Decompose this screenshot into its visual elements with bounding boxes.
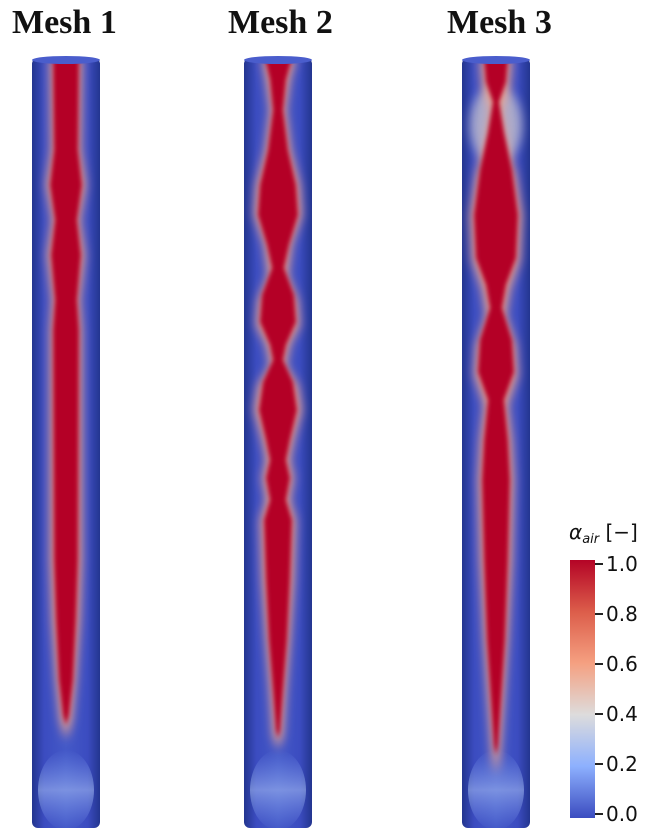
colorbar-label-04: 0.4 [606, 702, 638, 726]
colorbar-label-0: 0.0 [606, 802, 638, 826]
colorbar-title: αair [−] [569, 520, 638, 547]
colorbar-label-06: 0.6 [606, 652, 638, 676]
colorbar-tick-1 [595, 563, 603, 565]
mesh-3-title: Mesh 3 [447, 4, 552, 41]
mesh-2-air-core [258, 58, 298, 738]
colorbar-label-02: 0.2 [606, 752, 638, 776]
mesh-1-air-core [50, 58, 82, 725]
colorbar [570, 560, 595, 818]
colorbar-symbol: α [569, 520, 583, 544]
mesh-2-top-cap [244, 56, 312, 64]
mesh-1-title: Mesh 1 [12, 4, 117, 41]
mesh-3-tube [462, 58, 530, 828]
colorbar-tick-06 [595, 663, 603, 665]
mesh-2-title: Mesh 2 [228, 4, 333, 41]
colorbar-tick-0 [595, 813, 603, 815]
mesh-3-top-cap [462, 56, 530, 64]
mesh-1-top-cap [32, 56, 100, 64]
mesh-2-tube [244, 58, 312, 828]
colorbar-unit: [−] [605, 520, 638, 544]
colorbar-tick-04 [595, 713, 603, 715]
colorbar-label-08: 0.8 [606, 602, 638, 626]
mesh-1-tube [32, 58, 100, 828]
mesh-3-air-core [474, 58, 518, 755]
colorbar-label-1: 1.0 [606, 552, 638, 576]
colorbar-subscript: air [582, 532, 600, 547]
colorbar-tick-08 [595, 613, 603, 615]
colorbar-tick-02 [595, 763, 603, 765]
